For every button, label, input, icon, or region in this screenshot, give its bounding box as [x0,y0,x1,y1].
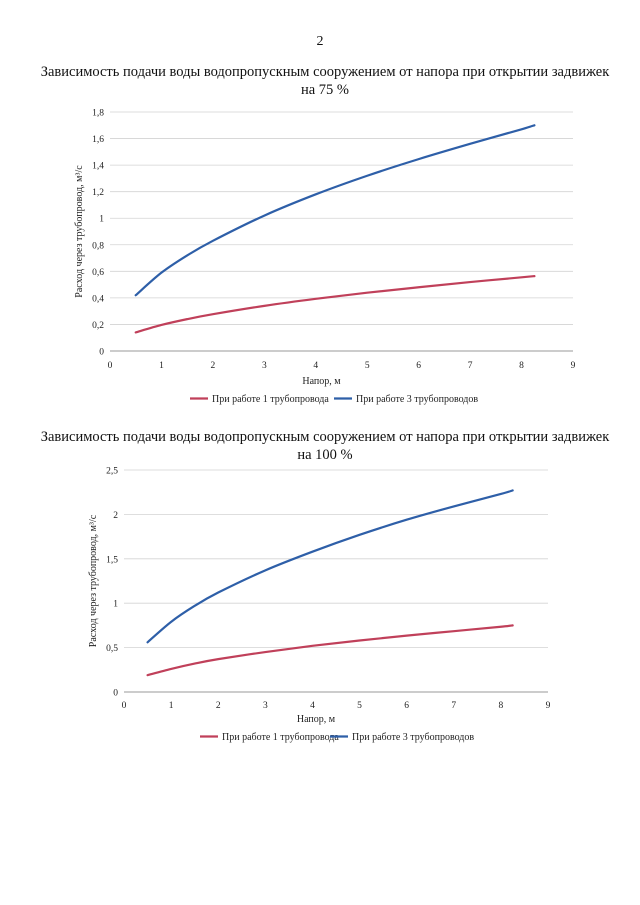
chart-2-x-tick-label: 4 [310,701,315,711]
chart-1-y-tick-label: 0,4 [92,294,104,304]
chart-1-x-tick-label: 7 [468,361,473,371]
chart-1-y-tick-label: 1,6 [92,135,104,145]
chart-1-y-tick-label: 1,8 [92,109,104,119]
chart-1-y-tick-label: 0,8 [92,241,104,251]
chart-1-legend-label-2: При работе 3 трубопроводов [356,394,478,405]
chart-2-series-2-line [146,489,514,644]
chart-2-x-tick-label: 0 [122,701,127,711]
chart-2-x-tick-label: 1 [169,701,174,711]
chart-2-x-tick-label: 5 [357,701,362,711]
chart-1-y-tick-label: 1,2 [92,188,104,198]
chart-1-series-2-line [134,124,536,297]
chart-2-y-tick-label: 2,5 [106,467,118,477]
chart-1-y-tick-label: 1,4 [92,162,104,172]
chart-1-y-axis-title: Расход через трубопровод, м³/с [74,165,85,298]
chart-1-x-tick-label: 1 [159,361,164,371]
chart-2-x-tick-label: 3 [263,701,268,711]
chart-1-x-tick-label: 0 [108,361,113,371]
chart-1-x-tick-label: 3 [262,361,267,371]
chart-2-y-tick-label: 0,5 [106,644,118,654]
chart-1-y-tick-label: 1 [99,215,104,225]
chart-2-legend-label-2: При работе 3 трубопроводов [352,732,474,743]
chart-1-x-tick-label: 2 [211,361,216,371]
chart-1-y-tick-label: 0 [99,348,104,358]
chart-2-x-tick-label: 6 [404,701,409,711]
chart-1-x-tick-label: 8 [519,361,524,371]
chart-1-x-tick-label: 6 [416,361,421,371]
chart-2-y-tick-label: 1 [113,600,118,610]
chart-2-y-tick-label: 0 [113,689,118,699]
chart-1-x-tick-label: 9 [571,361,576,371]
chart-2-y-tick-label: 2 [113,511,118,521]
chart-2-x-tick-label: 9 [546,701,551,711]
chart-1-y-tick-label: 0,2 [92,321,104,331]
chart-1-series-1-line [134,275,536,334]
chart-1-y-tick-label: 0,6 [92,268,104,278]
chart-1-legend-label-1: При работе 1 трубопровода [212,394,329,405]
page-number: 2 [316,34,324,49]
chart-1-x-axis-title: Напор, м [302,376,341,387]
chart-2-title: Зависимость подачи воды водопропускным с… [40,429,610,463]
chart-2-series-1-line [146,624,514,677]
chart-2-legend-label-1: При работе 1 трубопровода [222,732,339,743]
chart-2-y-tick-label: 1,5 [106,555,118,565]
chart-2-x-tick-label: 2 [216,701,221,711]
chart-2-x-tick-label: 8 [499,701,504,711]
chart-1-x-tick-label: 4 [313,361,318,371]
chart-1-x-tick-label: 5 [365,361,370,371]
chart-1: 0 0,2 0,4 0,6 0,8 1 1,2 1,4 1,6 1,8 0 1 2 3 4 5 6 7 8 9 Напо… [74,109,576,406]
chart-1-title: Зависимость подачи воды водопропускным с… [40,64,610,98]
chart-2-x-tick-label: 7 [451,701,456,711]
chart-2-y-axis-title: Расход через трубопровод, м³/с [88,514,99,647]
chart-2-x-axis-title: Напор, м [297,714,336,725]
